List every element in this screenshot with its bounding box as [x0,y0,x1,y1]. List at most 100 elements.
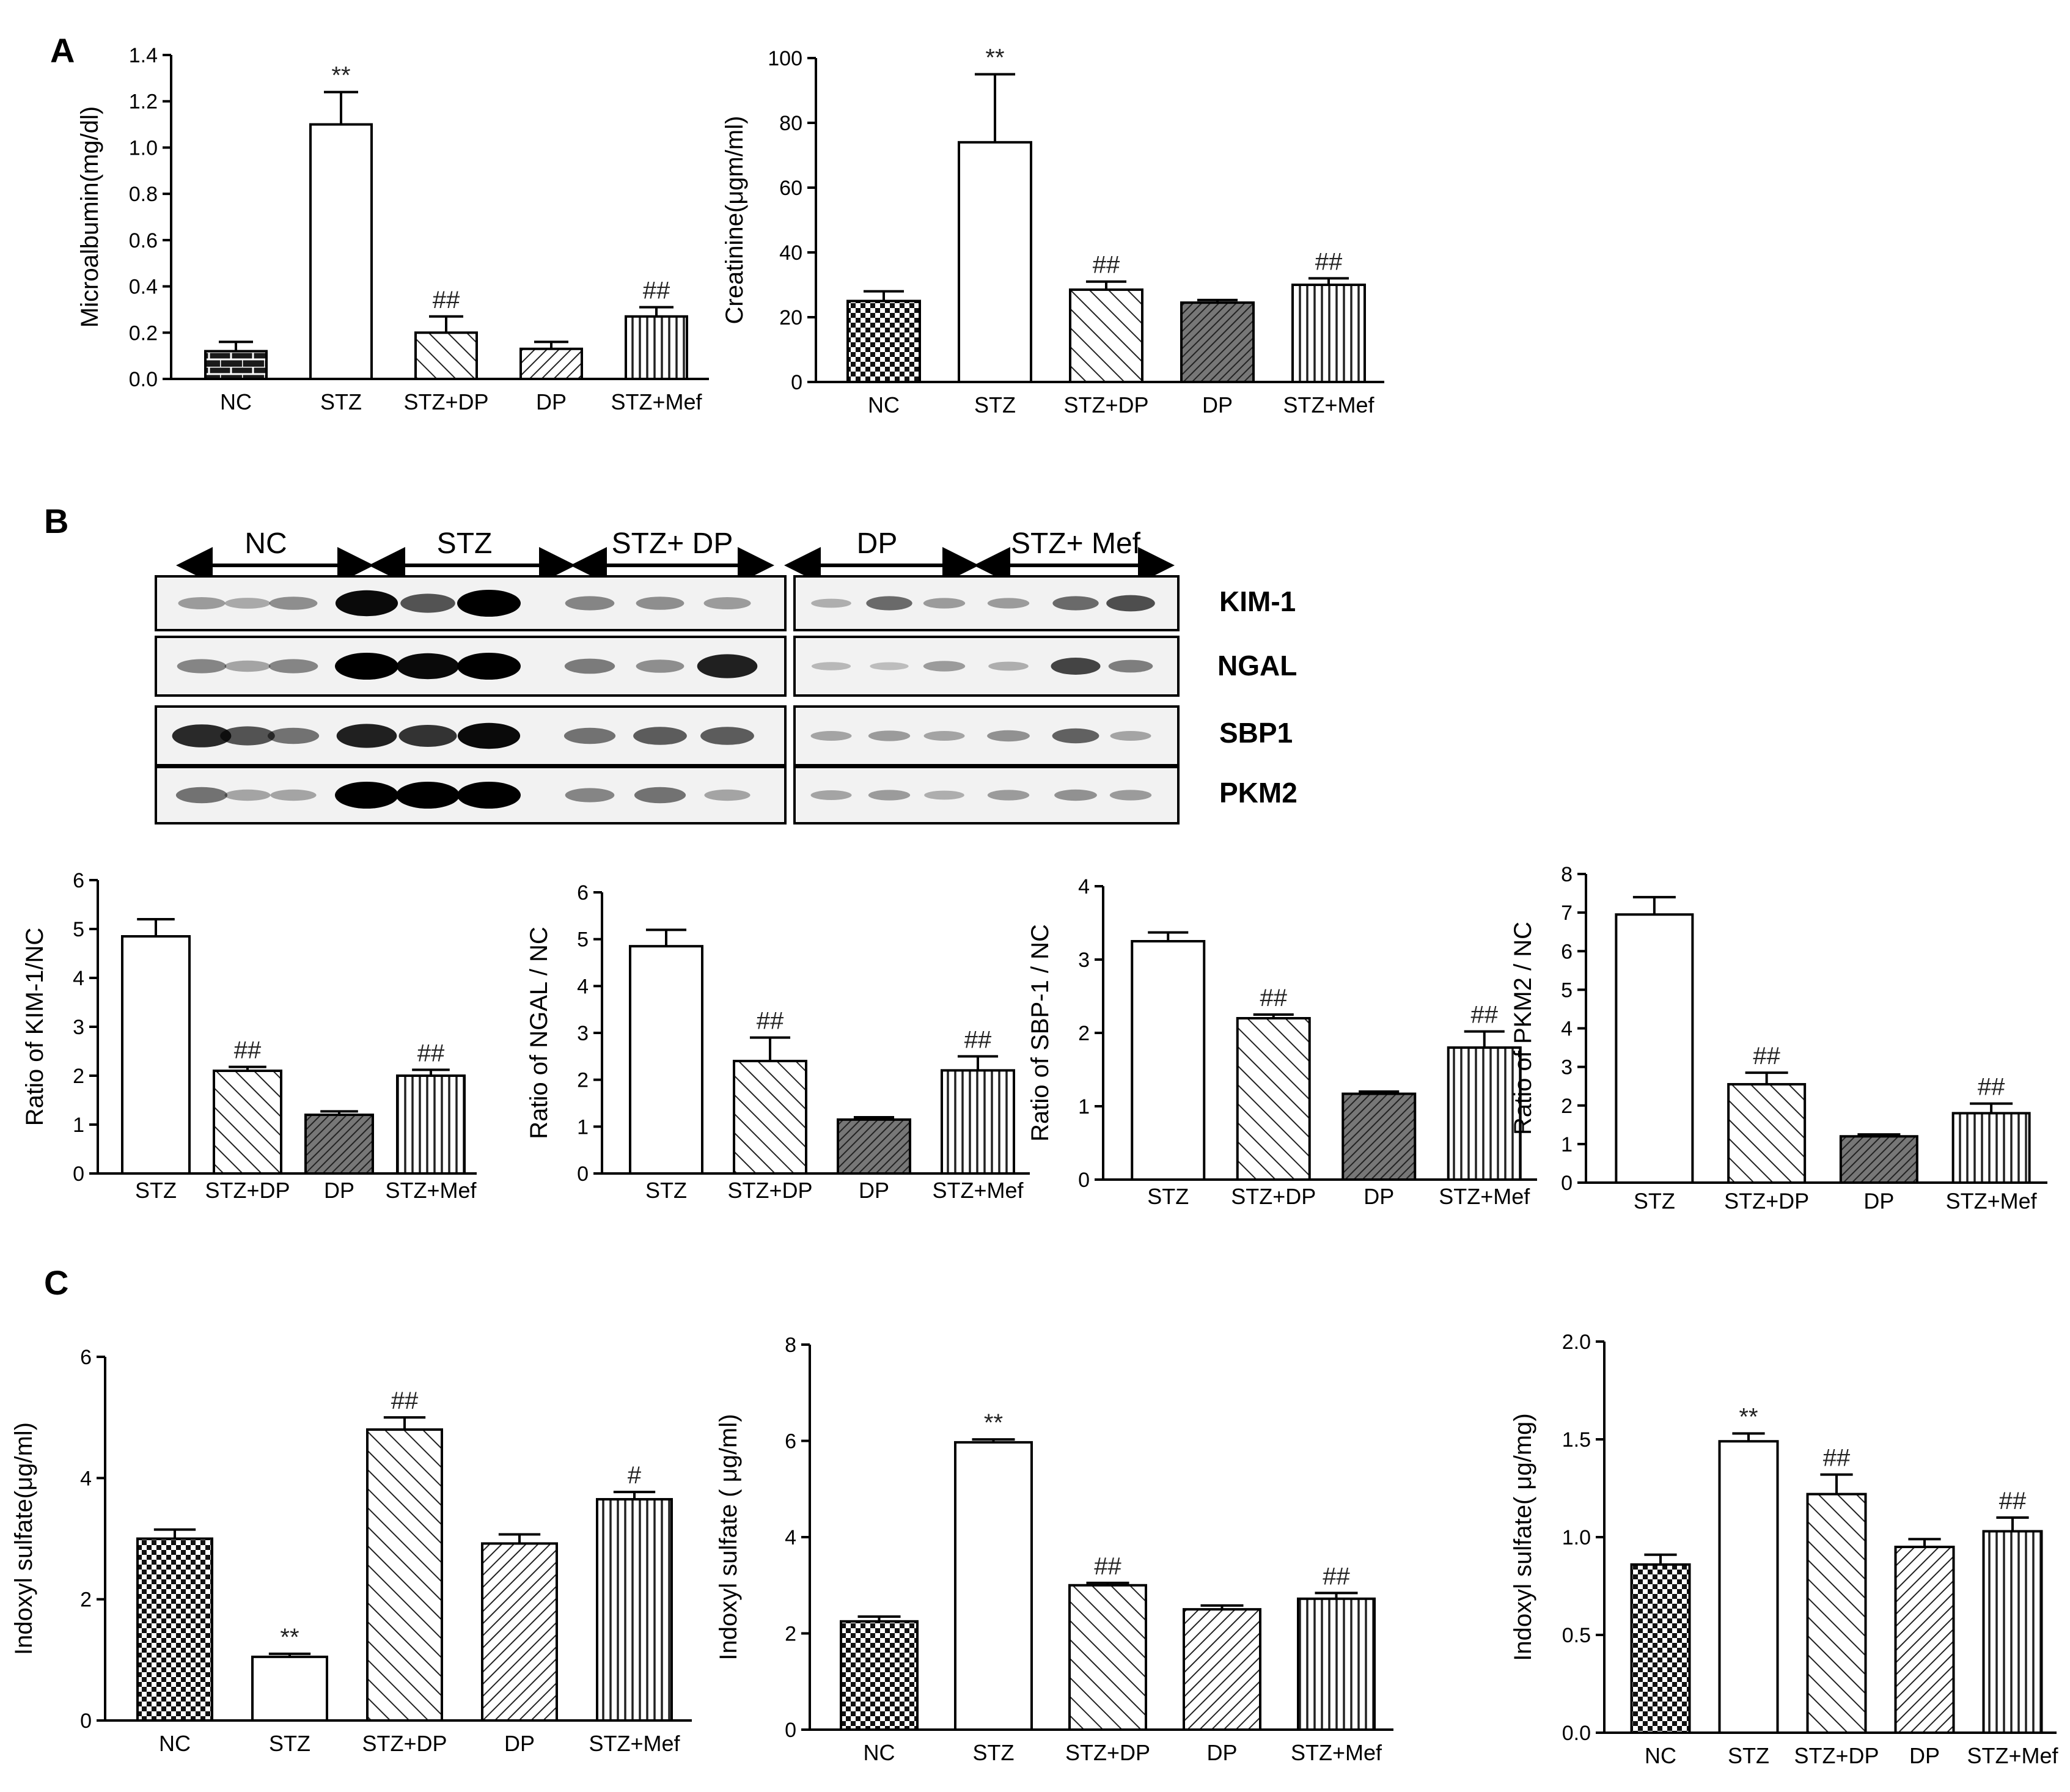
x-tick-label: NC [220,389,252,414]
x-tick-label: STZ [1147,1184,1189,1209]
y-tick-label: 1.4 [129,44,158,67]
blot-band [870,662,909,670]
y-tick-label: 1.5 [1562,1428,1591,1452]
y-tick-label: 2.0 [1562,1331,1591,1354]
x-tick-label: STZ+Mef [1967,1743,2058,1768]
x-tick-label: STZ+Mef [1946,1189,2038,1214]
chart-b3: 0 1 2 3 4 Ratio of SBP-1 / NC STZ ## STZ+DP DP ## S… [1027,875,1537,1209]
y-tick-label: 100 [768,47,802,70]
y-tick-label: 2 [785,1623,796,1646]
y-tick-label: 6 [1561,940,1573,963]
blot-band [175,787,228,804]
bar [958,141,1032,384]
x-tick-label: DP [1909,1743,1940,1768]
x-tick-label: STZ+DP [1063,392,1148,417]
blot-band [811,662,851,670]
bar [837,1118,911,1175]
y-tick-label: 6 [785,1430,796,1453]
y-tick-label: 2 [577,1069,589,1092]
y-tick-label: 8 [785,1334,796,1357]
bar [251,1655,328,1722]
x-tick-label: STZ+Mef [1291,1740,1382,1765]
blot-band [267,727,320,744]
y-tick-label: 5 [1561,979,1573,1002]
x-tick-label: DP [536,389,567,414]
y-tick-label: 2 [1561,1095,1573,1118]
blot-group-nc: NC [244,527,287,560]
blot-band [335,653,398,680]
significance-label: ## [1323,1563,1350,1590]
y-tick-label: 0 [791,371,802,394]
significance-label: ** [984,1409,1003,1436]
bar [204,350,268,380]
x-tick-label: NC [159,1731,191,1756]
x-tick-label: STZ+Mef [385,1178,477,1203]
y-tick-label: 3 [73,1016,84,1039]
x-tick-label: STZ [645,1178,687,1203]
y-tick-label: 1 [73,1114,84,1137]
y-tick-label: 1.0 [1562,1526,1591,1549]
bar [1183,1608,1261,1731]
significance-label: # [628,1462,642,1489]
bar [481,1542,558,1722]
x-tick-label: NC [864,1740,895,1765]
panel-label-c: C [44,1263,68,1302]
blot-band [634,787,686,804]
x-tick-label: NC [868,392,900,417]
bar [1341,1092,1417,1181]
bar [1982,1530,2043,1734]
bar [1951,1112,2031,1184]
x-tick-label: DP [504,1731,535,1756]
y-axis-label: Ratio of NGAL / NC [526,927,552,1139]
y-tick-label: 4 [80,1467,92,1490]
bar [1069,288,1143,384]
y-tick-label: 80 [779,112,802,135]
significance-label: ## [1094,1553,1121,1580]
blot-band [396,653,460,680]
significance-label: ## [1999,1488,2027,1515]
blot-band [866,596,912,611]
x-tick-label: STZ+DP [1231,1184,1316,1209]
x-tick-label: NC [1645,1743,1676,1768]
y-axis-label: Indoxyl sulfate ( μg/ml) [715,1414,742,1660]
bar [1615,913,1694,1184]
bar [1291,284,1366,383]
x-tick-label: DP [1363,1184,1394,1209]
blot-band [1108,659,1153,673]
chart-c1: 0 2 4 6 Indoxyl sulfate(μg/ml) NC ** STZ ## STZ+D… [10,1346,692,1756]
blot-band [563,727,616,744]
x-tick-label: STZ+DP [1794,1743,1879,1768]
blot-band [923,661,966,672]
blot-band [396,782,460,809]
bar [414,331,478,380]
bar [840,1620,919,1731]
blot-band [178,597,226,609]
panel-label-b: B [44,502,68,540]
bar [121,935,191,1175]
x-tick-label: DP [324,1178,354,1203]
blot-band [335,782,398,809]
bar [136,1537,213,1722]
bar [1180,301,1255,383]
y-tick-label: 3 [1561,1056,1573,1079]
x-tick-label: DP [859,1178,889,1203]
blot-band [636,597,684,610]
y-tick-label: 3 [1078,949,1090,972]
blot-band [987,790,1030,801]
x-tick-label: STZ+Mef [932,1178,1024,1203]
blot-strip [793,705,1180,766]
bar [1727,1083,1807,1184]
blot-band [1052,728,1099,744]
x-tick-label: STZ+DP [403,389,488,414]
y-axis-label: Creatinine(μgm/ml) [721,116,748,325]
x-tick-label: STZ+Mef [611,389,702,414]
significance-label: ** [331,62,350,89]
blot-band [220,726,275,746]
bar [625,315,688,380]
y-tick-label: 0.0 [1562,1722,1591,1745]
x-tick-label: STZ [973,1740,1015,1765]
blot-band [398,725,457,747]
blot-band [697,654,758,678]
y-tick-label: 4 [577,975,589,998]
y-tick-label: 5 [577,928,589,952]
